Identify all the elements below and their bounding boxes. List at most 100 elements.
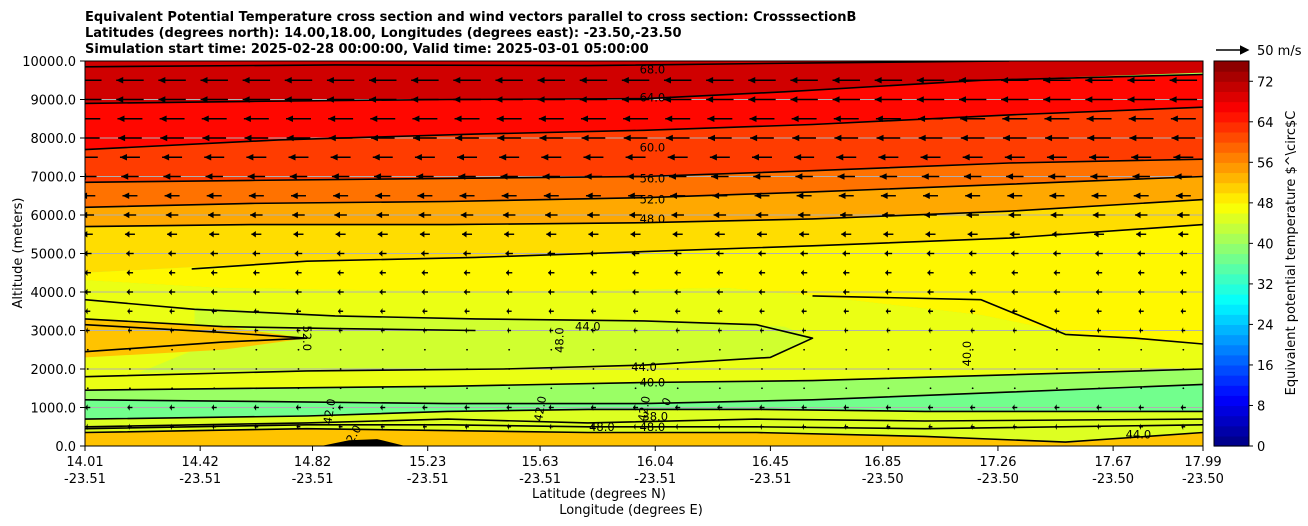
colorbar-tick-label-5: 40 [1257,237,1274,252]
wind-vector [1048,173,1066,180]
wind-vector [464,308,470,315]
wind-vector [1045,134,1069,142]
wind-vector-head [338,308,341,315]
wind-vector-head [548,269,551,276]
wind-vector [1096,308,1102,315]
wind-vector [1085,77,1113,84]
contour-label-5: 48.0 [640,212,666,226]
wind-vector [339,368,342,370]
wind-vector-head [126,269,130,276]
wind-vector-head [1133,192,1141,199]
colorbar-tick-label-4: 32 [1257,278,1274,293]
wind-vector [505,250,513,257]
x-tick-lon-5: -23.51 [634,472,676,487]
wind-vector-head [337,269,341,276]
wind-vector [381,348,384,351]
contour-label-group-12: 42.0 [320,398,338,426]
wind-vector [1095,288,1103,296]
contour-line-12 [85,383,1203,405]
wind-vector [1096,404,1102,411]
wind-vector-dot [1182,348,1185,351]
wind-vector [506,288,513,296]
wind-vector-head [253,269,257,276]
wind-vector-head [248,192,256,199]
reference-vector-key: 50 m/s [1216,44,1302,59]
wind-vector [590,404,596,411]
wind-vector-head [1139,327,1142,334]
wind-vector [1138,288,1145,296]
wind-vector-dot [1140,387,1143,390]
wind-vector-head [246,154,254,161]
wind-vector [242,96,271,103]
wind-vector [802,423,806,430]
wind-vector-head [581,134,589,142]
wind-vector [795,173,813,180]
wind-vector [549,327,554,334]
wind-vector-head [411,77,419,84]
wind-vector [921,173,940,180]
wind-vector-head [1127,77,1135,84]
wind-vector [665,115,691,122]
wind-vector [550,387,553,390]
wind-vector-head [453,96,461,103]
wind-vector-head [836,154,844,161]
wind-vector-head [1134,211,1141,219]
colorbar-tick-label-2: 16 [1257,359,1274,374]
wind-vector-head [548,288,551,296]
wind-vector-head [338,423,341,430]
wind-vector-head [380,327,383,334]
wind-vector-dot [887,387,890,390]
wind-vector [1180,288,1187,296]
wind-vector-head [882,211,888,219]
wind-vector [326,96,355,103]
wind-vector [761,368,763,370]
wind-vector-head [326,96,334,103]
wind-vector [1089,154,1110,161]
wind-vector-head [284,77,292,84]
wind-vector [296,423,301,430]
wind-vector [1055,327,1059,334]
wind-vector-head [1128,115,1136,122]
x-tick-lat-4: 15.63 [521,455,558,470]
wind-vector-head [289,173,297,180]
wind-vector [250,211,263,219]
wind-vector [675,404,681,411]
wind-vector [1169,96,1198,103]
wind-vector [495,96,523,103]
wind-vector-head [928,327,931,334]
wind-vector [1098,348,1100,351]
wind-vector [374,173,392,180]
y-tick-label-8: 8000.0 [31,132,77,147]
wind-vector [244,134,269,142]
wind-vector [588,231,599,238]
contour-line-6 [191,223,1203,270]
wind-vector [1086,115,1112,122]
wind-vector [918,134,943,142]
wind-vector-head [717,308,720,315]
wind-vector-head [169,404,172,411]
wind-vector-head [717,423,720,430]
wind-vector [212,327,217,334]
wind-vector [507,327,512,334]
wind-vector-head [254,327,257,334]
wind-vector [550,348,553,351]
wind-vector [1053,250,1061,257]
wind-vector-head [748,96,756,103]
wind-vector [252,250,261,257]
wind-vector-head [790,77,798,84]
wind-vector [883,231,894,238]
wind-vector [501,192,517,199]
wind-vector [85,98,102,101]
wind-vector-head [463,250,467,257]
wind-vector [412,115,438,122]
wind-vector [549,423,554,430]
wind-vector [750,134,774,142]
wind-vector-head [875,115,883,122]
wind-vector [158,77,186,84]
wind-vector [845,368,848,370]
wind-vector [339,387,342,390]
wind-vector [377,231,388,238]
wind-vector [1055,423,1059,430]
wind-vector-dot [634,368,637,370]
wind-vector [928,404,934,411]
